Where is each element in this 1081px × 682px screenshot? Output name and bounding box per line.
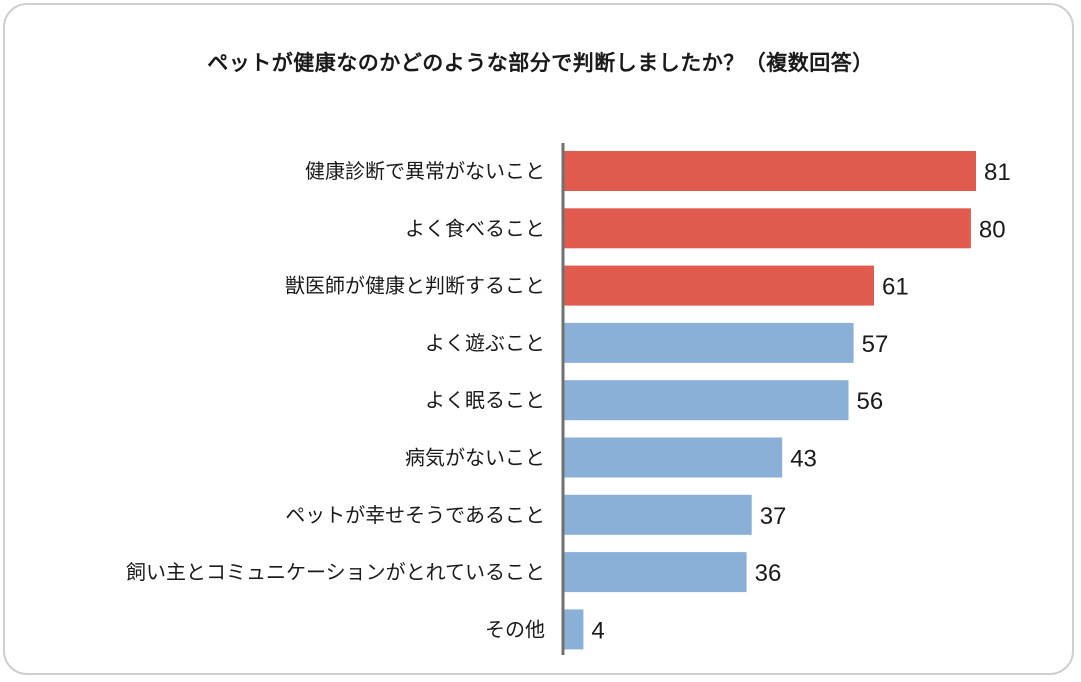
category-label: 健康診断で異常がないこと	[305, 159, 545, 183]
value-label: 43	[790, 446, 817, 473]
bar	[563, 552, 747, 593]
bar	[563, 265, 874, 306]
chart-title: ペットが健康なのかどのような部分で判断しましたか？（複数回答）	[207, 51, 874, 75]
category-label: 飼い主とコミュニケーションがとれていること	[126, 560, 545, 584]
chart-frame	[3, 3, 1074, 675]
category-label: その他	[485, 617, 545, 641]
value-label: 56	[857, 388, 884, 415]
bar	[563, 151, 976, 191]
bar	[563, 208, 971, 249]
bar	[563, 322, 854, 363]
category-label: よく食べること	[405, 216, 545, 240]
value-label: 4	[591, 617, 604, 644]
value-label: 80	[979, 216, 1006, 243]
bar	[563, 380, 849, 421]
value-label: 81	[984, 159, 1011, 186]
value-label: 61	[882, 274, 909, 301]
bar	[563, 437, 783, 478]
value-label: 37	[760, 503, 787, 530]
category-label: よく眠ること	[425, 388, 545, 412]
bar	[563, 609, 584, 650]
category-label: よく遊ぶこと	[425, 331, 545, 355]
category-label: 病気がないこと	[405, 446, 545, 470]
value-label: 57	[862, 331, 889, 358]
category-label: 獣医師が健康と判断すること	[285, 274, 545, 298]
bar	[563, 494, 752, 535]
value-label: 36	[755, 560, 782, 587]
category-label: ペットが幸せそうであること	[285, 503, 545, 527]
